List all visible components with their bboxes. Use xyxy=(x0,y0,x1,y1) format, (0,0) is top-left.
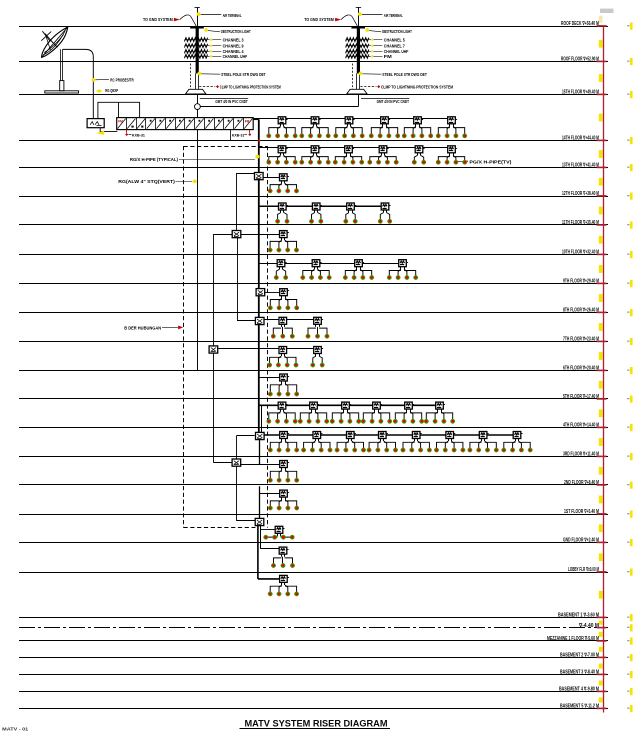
svg-text:AIR TERMINAL: AIR TERMINAL xyxy=(384,13,403,18)
svg-text:6TH FLOOR ∇+20.40 M: 6TH FLOOR ∇+20.40 M xyxy=(563,366,599,372)
svg-text:KXB-31: KXB-31 xyxy=(232,132,245,137)
svg-text:CHANNEL 3: CHANNEL 3 xyxy=(223,37,245,42)
svg-text:1ST FLOOR ∇+5.40 M: 1ST FLOOR ∇+5.40 M xyxy=(564,509,599,515)
svg-text:FM: FM xyxy=(384,54,393,59)
svg-text:CHANNEL UHF: CHANNEL UHF xyxy=(223,54,248,59)
svg-text:OBSTRUCTION LIGHT: OBSTRUCTION LIGHT xyxy=(382,29,412,34)
svg-text:BASEMENT 1 ∇-3.60 M: BASEMENT 1 ∇-3.60 M xyxy=(558,613,599,619)
svg-text:RG(ALW 4" STQ(VERT): RG(ALW 4" STQ(VERT) xyxy=(118,179,175,184)
svg-text:CHANNEL 7: CHANNEL 7 xyxy=(384,44,406,49)
svg-text:10TH FLOOR ∇+32.40 M: 10TH FLOOR ∇+32.40 M xyxy=(562,250,599,256)
svg-text:12TH FLOOR ∇+38.40 M: 12TH FLOOR ∇+38.40 M xyxy=(562,191,599,197)
svg-text:5TH FLOOR ∇+17.40 M: 5TH FLOOR ∇+17.40 M xyxy=(563,394,599,400)
svg-text:2ND FLOOR ∇+8.40 M: 2ND FLOOR ∇+8.40 M xyxy=(564,480,599,486)
svg-text:CLMP TO LIGHTNING PROTECTION S: CLMP TO LIGHTNING PROTECTION SYSTEM xyxy=(381,84,453,89)
svg-text:3RD FLOOR ∇+11.40 M: 3RD FLOOR ∇+11.40 M xyxy=(563,452,599,458)
svg-text:CHANNEL 4: CHANNEL 4 xyxy=(223,49,245,54)
svg-text:KXB-31: KXB-31 xyxy=(132,132,146,137)
svg-text:RG/X H-PIPE (TYPICAL): RG/X H-PIPE (TYPICAL) xyxy=(130,157,178,162)
svg-text:BASEMENT 4 ∇-9.80 M: BASEMENT 4 ∇-9.80 M xyxy=(559,687,599,693)
svg-text:FM: FM xyxy=(118,119,123,123)
svg-text:GMT 4/0 IN PVC CNDT: GMT 4/0 IN PVC CNDT xyxy=(215,99,248,104)
svg-text:TO GND SYSTEM: TO GND SYSTEM xyxy=(143,17,173,22)
svg-text:15TH FLOOR ∇+49.40 M: 15TH FLOOR ∇+49.40 M xyxy=(562,90,599,96)
svg-text:11TH FLOOR ∇+35.40 M: 11TH FLOOR ∇+35.40 M xyxy=(562,220,599,226)
svg-text:CHANNEL 9: CHANNEL 9 xyxy=(223,44,245,49)
svg-text:ROOF DECK ∇+56.40 M: ROOF DECK ∇+56.40 M xyxy=(561,21,599,27)
svg-text:FM: FM xyxy=(245,119,250,123)
svg-text:4TH FLOOR ∇+14.40 M: 4TH FLOOR ∇+14.40 M xyxy=(563,423,599,429)
svg-text:14TH FLOOR ∇+44.40 M: 14TH FLOOR ∇+44.40 M xyxy=(562,136,599,142)
svg-text:STEEL POLE STR DWG DET: STEEL POLE STR DWG DET xyxy=(221,72,266,77)
svg-text:CHANNEL UHF: CHANNEL UHF xyxy=(384,49,409,54)
svg-text:RG QEXP: RG QEXP xyxy=(105,88,118,93)
svg-text:BASEMENT 3 ∇-8.40 M: BASEMENT 3 ∇-8.40 M xyxy=(560,670,599,676)
svg-text:ROOF FLOOR ∇+52.90 M: ROOF FLOOR ∇+52.90 M xyxy=(561,57,599,63)
svg-text:LOBBY FLR ∇±0.00 M: LOBBY FLR ∇±0.00 M xyxy=(568,567,599,573)
svg-text:MEZZANINE 1 FLOOR ∇-5.60 M: MEZZANINE 1 FLOOR ∇-5.60 M xyxy=(547,636,599,642)
svg-text:GMT 4/0 IN PVC CNDT: GMT 4/0 IN PVC CNDT xyxy=(377,99,410,104)
svg-text:CLMP TO LIGHTNING PROTECTION S: CLMP TO LIGHTNING PROTECTION SYSTEM xyxy=(220,84,281,89)
svg-text:STEEL POLE STR DWG DET: STEEL POLE STR DWG DET xyxy=(382,72,427,77)
svg-text:TO GND SYSTEM: TO GND SYSTEM xyxy=(304,17,334,22)
svg-text:∇-4.40 M: ∇-4.40 M xyxy=(578,623,599,629)
svg-text:7TH FLOOR ∇+23.40 M: 7TH FLOOR ∇+23.40 M xyxy=(563,337,599,343)
svg-text:MATV SYSTEM RISER DIAGRAM: MATV SYSTEM RISER DIAGRAM xyxy=(245,719,388,729)
svg-text:CHANNEL 5: CHANNEL 5 xyxy=(384,37,406,42)
svg-text:13TH FLOOR ∇+41.40 M: 13TH FLOOR ∇+41.40 M xyxy=(562,163,599,169)
svg-text:OBSTRUCTION LIGHT: OBSTRUCTION LIGHT xyxy=(221,29,251,34)
svg-text:PG/X H-PIPE(TV): PG/X H-PIPE(TV) xyxy=(469,159,512,164)
svg-text:MATV - 01: MATV - 01 xyxy=(2,727,29,732)
svg-text:AIR TERMINAL: AIR TERMINAL xyxy=(223,13,242,18)
svg-text:BASEMENT 5 ∇-11.2 M: BASEMENT 5 ∇-11.2 M xyxy=(560,704,599,710)
svg-text:BASEMENT 2 ∇-7.00 M: BASEMENT 2 ∇-7.00 M xyxy=(560,653,599,659)
svg-text:RC PROBES/TR: RC PROBES/TR xyxy=(110,77,133,82)
svg-text:9TH FLOOR ∇+29.40 M: 9TH FLOOR ∇+29.40 M xyxy=(563,279,599,285)
svg-text:8TH FLOOR ∇+26.40 M: 8TH FLOOR ∇+26.40 M xyxy=(563,308,599,314)
svg-text:B DER HUBUNGAN: B DER HUBUNGAN xyxy=(124,325,161,330)
svg-text:GND FLOOR ∇+2.40 M: GND FLOOR ∇+2.40 M xyxy=(563,538,599,544)
